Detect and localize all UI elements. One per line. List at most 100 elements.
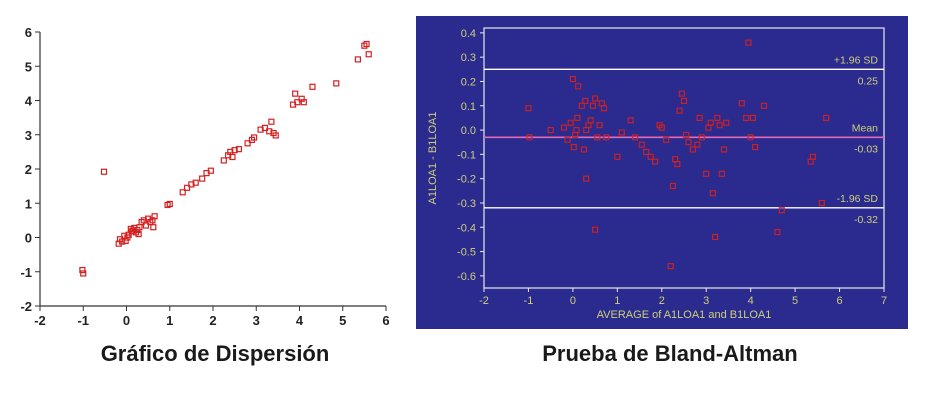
- data-point: [589, 102, 596, 109]
- data-point: [720, 146, 728, 153]
- plot-background: [416, 16, 908, 329]
- data-point: [564, 136, 571, 143]
- y-tick-label: 0: [25, 231, 32, 246]
- data-point: [663, 136, 670, 143]
- data-point: [592, 95, 599, 102]
- y-tick-label: 0.3: [461, 52, 476, 64]
- data-point: [150, 224, 157, 231]
- data-point: [627, 117, 634, 124]
- data-point: [676, 107, 683, 114]
- y-tick-label: 5: [25, 59, 32, 74]
- data-point: [547, 127, 554, 134]
- data-point: [745, 39, 752, 46]
- x-tick-label: 0: [123, 313, 130, 328]
- x-tick-label: 6: [382, 313, 389, 328]
- data-point: [674, 161, 681, 168]
- data-point: [250, 134, 258, 141]
- y-tick-label: 0.1: [461, 101, 476, 113]
- data-point: [365, 51, 372, 58]
- data-point: [309, 83, 316, 90]
- data-point: [747, 134, 754, 141]
- x-tick-label: 5: [792, 295, 798, 307]
- data-point: [596, 122, 603, 129]
- data-point: [696, 114, 703, 121]
- y-tick-label: -0.4: [457, 222, 476, 234]
- data-point: [119, 238, 126, 245]
- x-tick-label: 2: [209, 313, 216, 328]
- data-point: [685, 139, 692, 146]
- data-point: [333, 80, 340, 87]
- data-point: [272, 132, 279, 139]
- scatter-caption: Gráfico de Dispersión: [100, 341, 330, 366]
- y-tick-label: -0.5: [457, 247, 476, 259]
- y-axis-label: A1LOA1 - B1LOA1: [427, 112, 439, 205]
- data-point: [652, 158, 659, 165]
- x-tick-label: -2: [479, 295, 489, 307]
- x-tick-label: 0: [570, 295, 576, 307]
- data-point: [718, 170, 725, 177]
- data-point: [703, 170, 710, 177]
- data-point: [100, 168, 108, 175]
- reference-line-label: -1.96 SD: [837, 193, 879, 205]
- x-tick-label: 4: [296, 313, 304, 328]
- data-point: [823, 114, 830, 121]
- x-tick-label: 5: [339, 313, 346, 328]
- data-point: [594, 134, 601, 141]
- data-point: [294, 99, 301, 106]
- data-point: [570, 144, 577, 151]
- data-point: [122, 237, 129, 245]
- x-tick-label: 2: [659, 295, 665, 307]
- data-point: [567, 119, 574, 126]
- data-point: [683, 131, 690, 138]
- data-point: [749, 114, 756, 121]
- reference-line-label: Mean: [852, 122, 878, 134]
- data-point: [647, 153, 654, 160]
- data-point: [573, 127, 580, 134]
- y-tick-label: 4: [25, 94, 33, 109]
- data-point: [229, 153, 236, 161]
- data-point: [199, 175, 206, 182]
- y-tick-label: 1: [25, 196, 32, 211]
- data-point: [220, 157, 227, 164]
- data-point: [354, 56, 361, 63]
- data-point: [235, 146, 243, 153]
- data-point: [166, 200, 173, 208]
- data-point: [752, 144, 759, 151]
- data-point: [818, 199, 825, 207]
- y-tick-label: -0.2: [457, 174, 476, 186]
- data-point: [583, 175, 590, 182]
- data-point: [580, 146, 588, 153]
- data-point: [778, 207, 785, 214]
- data-point: [266, 128, 273, 135]
- data-point: [569, 75, 576, 83]
- bland-altman-caption: Prueba de Bland-Altman: [542, 341, 798, 366]
- y-tick-label: -0.6: [457, 271, 476, 283]
- data-point: [231, 147, 238, 154]
- data-point: [678, 90, 685, 97]
- x-tick-label: 1: [166, 313, 173, 328]
- data-point: [632, 134, 639, 141]
- data-point: [244, 140, 251, 147]
- data-point: [575, 83, 582, 90]
- data-point: [142, 222, 150, 229]
- x-tick-label: -1: [77, 313, 89, 328]
- y-tick-label: 0.2: [461, 76, 476, 88]
- data-point: [526, 134, 533, 141]
- data-point: [79, 266, 86, 274]
- data-point: [578, 102, 585, 109]
- scatter-plot: -2 -1 0 1 2 3 4 5 6 -2 -1 0 1 2 3 4 5 6: [20, 25, 389, 328]
- x-axis-label: AVERAGE of A1LOA1 and B1LOA1: [597, 309, 772, 321]
- data-point: [774, 229, 781, 236]
- x-tick-label: 6: [836, 295, 842, 307]
- data-point: [600, 105, 608, 112]
- y-tick-label: 0.0: [461, 125, 476, 137]
- reference-line-label: +1.96 SD: [834, 54, 878, 66]
- data-point: [669, 182, 676, 189]
- data-point: [574, 114, 581, 121]
- data-point: [694, 141, 701, 148]
- y-tick-label: -0.3: [457, 198, 476, 210]
- data-point: [80, 270, 87, 277]
- data-point: [300, 99, 307, 106]
- x-tick-label: -1: [524, 295, 534, 307]
- reference-line-value: 0.25: [858, 75, 879, 87]
